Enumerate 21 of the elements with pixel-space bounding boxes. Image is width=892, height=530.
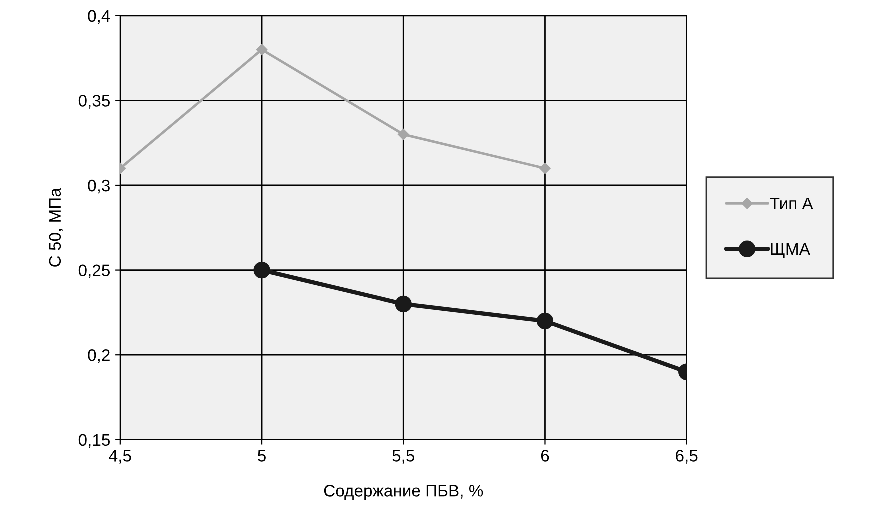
y-tick-label: 0,4 [88,10,110,24]
point [254,262,270,279]
point [398,129,410,140]
x-tick-label: 4,5 [109,450,132,464]
y-tick-label: 0,25 [78,264,110,278]
y-tick-label: 0,3 [88,180,110,194]
x-tick-label: 6 [541,450,550,462]
point [395,296,412,313]
y-tick-label: 0,15 [78,434,110,448]
x-tick-label: 6,5 [676,450,698,464]
x-axis-title: Содержание ПБВ, % [324,485,484,500]
point [256,44,268,56]
y-axis-title: С 50, МПа [49,188,64,267]
x-tick-label: 5,5 [392,450,415,464]
point [536,312,554,330]
x-tick-label: 5 [258,450,266,462]
y-tick-label: 0,2 [88,350,110,364]
y-tick-label: 0,35 [78,95,110,109]
point [540,162,551,174]
legend-label: ЩМА [771,244,810,258]
legend-label: Тип А [770,198,814,210]
